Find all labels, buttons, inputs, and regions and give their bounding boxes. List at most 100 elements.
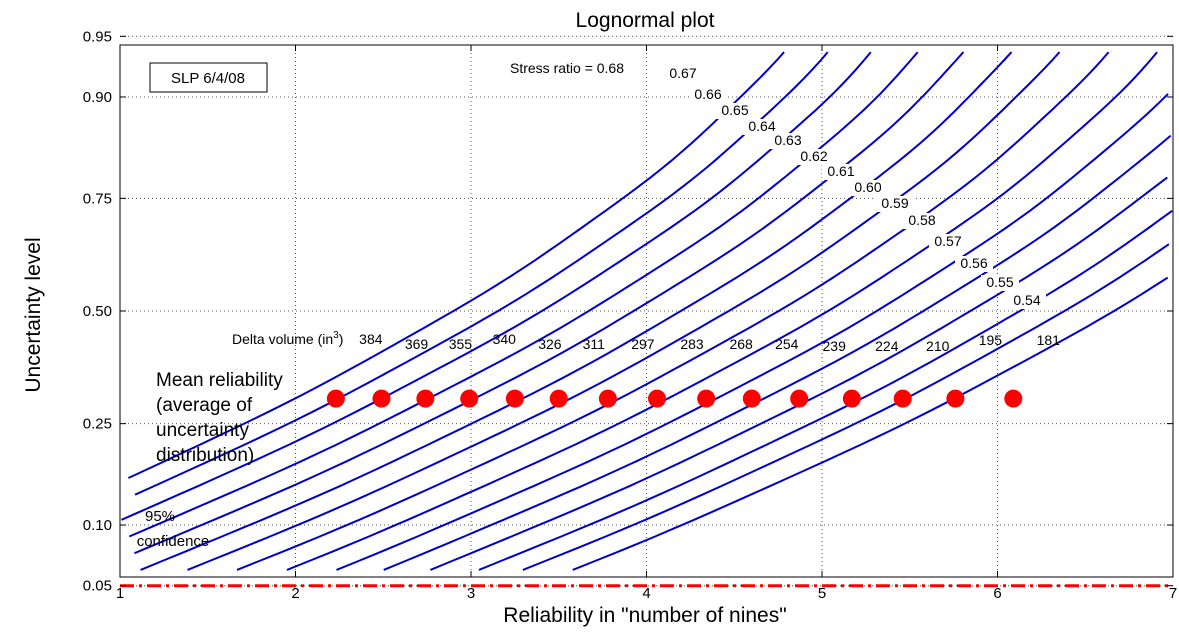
stress-ratio-label-0.64: 0.64	[748, 118, 775, 134]
mean-point-268	[697, 389, 716, 408]
x-tick-label: 5	[818, 585, 826, 602]
stress-ratio-label-0.62: 0.62	[800, 148, 827, 164]
y-tick-label: 0.90	[83, 89, 112, 106]
y-tick-label: 0.95	[83, 28, 112, 45]
stress-curve-0.55	[522, 243, 1170, 571]
mean-point-224	[842, 389, 861, 408]
delta-volume-value-210: 210	[926, 338, 950, 354]
delta-volume-value-181: 181	[1037, 332, 1061, 348]
y-tick-label: 0.75	[83, 190, 112, 207]
mean-reliability-line-1: Mean reliability	[156, 370, 283, 391]
delta-volume-value-340: 340	[493, 331, 517, 347]
mean-point-384	[326, 389, 345, 408]
stress-curve-0.63	[140, 51, 1013, 571]
delta-volume-value-283: 283	[680, 336, 704, 352]
y-axis-label: Uncertainty level	[22, 237, 45, 392]
stress-label-bg	[876, 196, 914, 212]
mean-point-181	[1004, 389, 1023, 408]
delta-volume-value-384: 384	[359, 331, 383, 347]
stress-label-bg	[929, 234, 967, 250]
stress-curve-0.54	[572, 276, 1169, 571]
stress-label-bg	[743, 119, 781, 135]
x-tick-label: 4	[642, 585, 650, 602]
x-tick-label: 6	[993, 585, 1001, 602]
mean-reliability-points	[326, 389, 1023, 408]
delta-volume-close: )	[339, 331, 344, 347]
stress-ratio-label-0.60: 0.60	[854, 179, 881, 195]
axes: 1 2 3 4 5 6 7 0.05 0.10 0.25 0.50 0.75 0.90 0.95	[83, 28, 1177, 602]
x-tick-label: 7	[1169, 585, 1177, 602]
chart-title: Lognormal plot	[576, 9, 715, 32]
delta-volume-value-195: 195	[979, 332, 1003, 348]
stress-ratio-label-0.55: 0.55	[986, 274, 1013, 290]
delta-volume-value-355: 355	[449, 336, 473, 352]
stress-label-bg	[903, 213, 941, 229]
stress-curve-0.59	[336, 93, 1169, 571]
delta-volume-value-297: 297	[631, 336, 655, 352]
confidence-label-top: 95%	[145, 508, 175, 525]
y-tick-label: 0.05	[83, 578, 112, 595]
mean-point-283	[648, 389, 667, 408]
stress-curve-0.56	[478, 209, 1173, 571]
y-tick-label: 0.10	[83, 517, 112, 534]
delta-volume-value-239: 239	[823, 338, 847, 354]
mean-point-195	[946, 389, 965, 408]
stress-label-bg	[689, 87, 727, 103]
delta-volume-value-268: 268	[729, 336, 753, 352]
delta-volume-text: Delta volume (in	[232, 331, 333, 347]
delta-volume-superscript: 3	[333, 330, 339, 341]
stress-label-bg	[849, 180, 887, 196]
stamp-text: SLP 6/4/08	[171, 70, 245, 87]
stress-curve-0.64	[134, 51, 965, 555]
stress-curve-0.68	[127, 51, 785, 479]
stress-ratio-label-0.65: 0.65	[721, 102, 748, 118]
mean-reliability-line-4: distribution)	[156, 445, 254, 466]
annotation-labels: Stress ratio = 0.68 0.670.660.650.640.630…	[359, 60, 1060, 354]
stress-curve-0.62	[187, 51, 1061, 571]
stress-curve-0.65	[128, 51, 919, 538]
stress-ratio-label-0.67: 0.67	[669, 65, 696, 81]
mean-point-369	[372, 389, 391, 408]
delta-volume-value-224: 224	[875, 338, 899, 354]
x-tick-label: 1	[116, 585, 124, 602]
stress-curve-0.66	[121, 51, 872, 521]
x-tick-label: 2	[291, 585, 299, 602]
delta-volume-value-369: 369	[405, 336, 429, 352]
stress-ratio-prefix: Stress ratio = 0.68	[510, 60, 624, 76]
stress-label-bg	[955, 256, 993, 272]
mean-point-254	[742, 389, 761, 408]
grid-lines	[120, 35, 1173, 587]
mean-point-355	[416, 389, 435, 408]
delta-volume-value-311: 311	[583, 336, 606, 352]
mean-reliability-line-2: (average of	[156, 395, 253, 416]
stress-label-bg	[822, 164, 860, 180]
mean-point-239	[790, 389, 809, 408]
stress-curve-0.61	[236, 51, 1110, 571]
mean-point-340	[460, 389, 479, 408]
stress-label-bg	[981, 275, 1019, 291]
mean-point-210	[893, 389, 912, 408]
mean-point-311	[549, 389, 568, 408]
stress-ratio-label-0.63: 0.63	[774, 132, 801, 148]
stress-ratio-label-0.56: 0.56	[960, 255, 987, 271]
y-tick-label: 0.25	[83, 416, 112, 433]
mean-point-297	[598, 389, 617, 408]
mean-reliability-line-3: uncertainty	[156, 420, 249, 441]
plot-frame	[119, 44, 1174, 578]
confidence-label-bottom: confidence	[137, 533, 210, 550]
stress-ratio-label-0.58: 0.58	[908, 212, 935, 228]
y-tick-label: 0.50	[83, 303, 112, 320]
x-tick-label: 3	[467, 585, 475, 602]
stress-curve-0.57	[430, 176, 1168, 571]
stress-ratio-label-0.57: 0.57	[934, 233, 961, 249]
stress-curve-0.58	[383, 134, 1172, 571]
stress-curve-0.60	[286, 51, 1158, 571]
delta-volume-value-254: 254	[775, 336, 799, 352]
stress-label-bg	[795, 149, 833, 165]
stress-label-bg	[769, 133, 807, 149]
stress-label-bg	[716, 103, 754, 119]
stress-ratio-label-0.59: 0.59	[881, 195, 908, 211]
stress-ratio-label-0.66: 0.66	[694, 86, 721, 102]
stress-label-bg	[1008, 293, 1046, 309]
